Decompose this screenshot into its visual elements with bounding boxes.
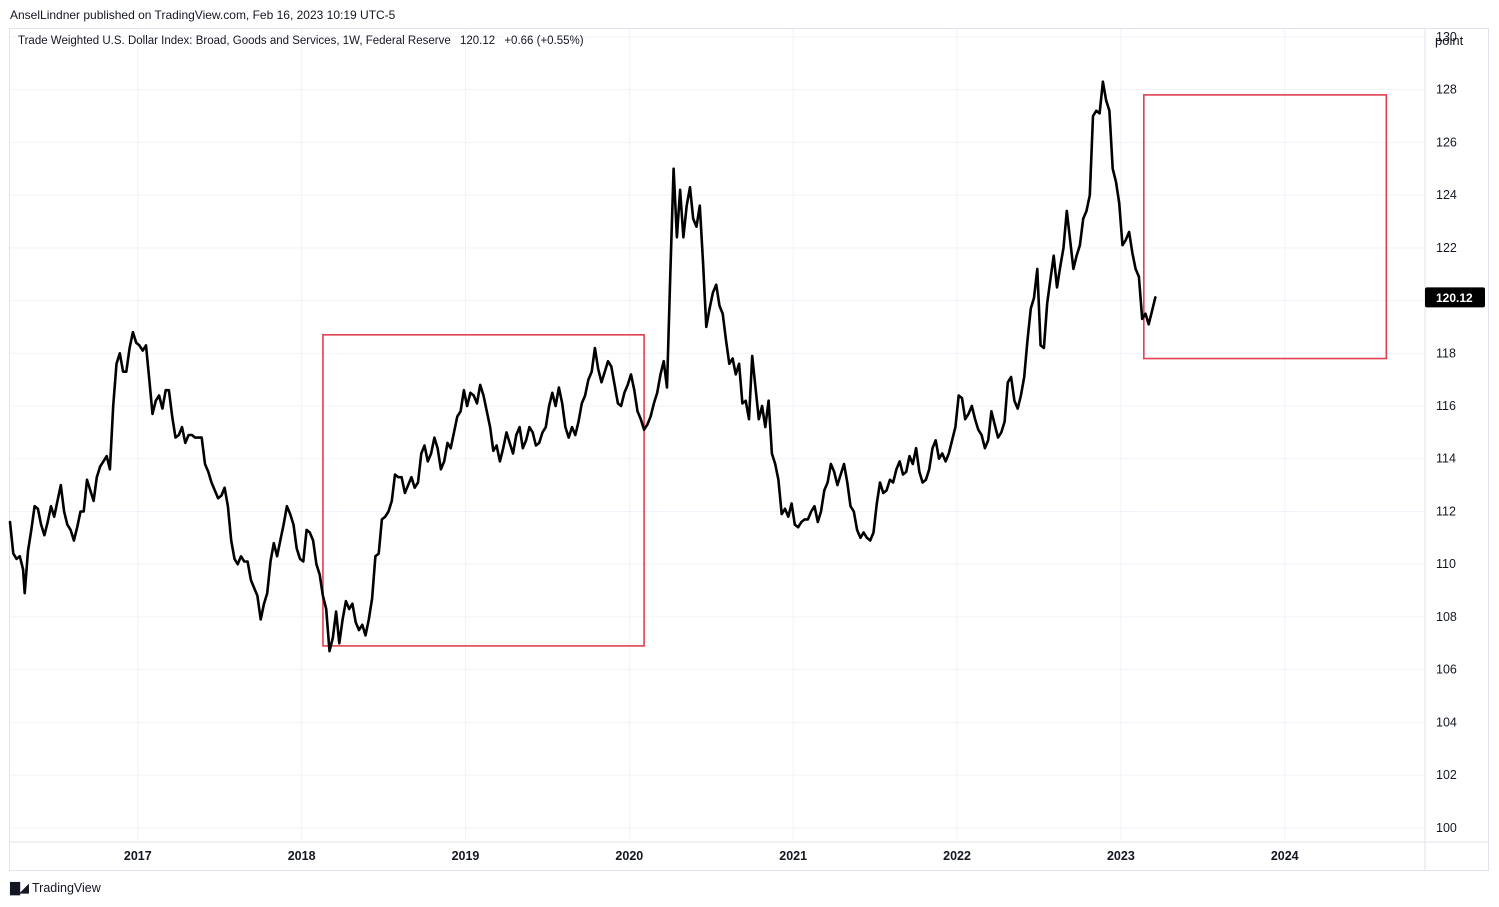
annotation-boxes	[322, 94, 1388, 647]
y-tick-label: 126	[1436, 135, 1457, 149]
x-tick-label: 2023	[1107, 849, 1135, 863]
price-series	[8, 80, 1157, 653]
last-value-text: 120.12	[1436, 291, 1473, 305]
x-tick-label: 2018	[288, 849, 316, 863]
y-tick-label: 100	[1436, 821, 1457, 835]
tradingview-branding[interactable]: ▇◢ TradingView	[10, 880, 101, 896]
legend-change: +0.66 (+0.55%)	[504, 35, 584, 47]
chart-frame	[9, 28, 1489, 871]
x-tick-label: 2022	[943, 849, 971, 863]
y-tick-label: 124	[1436, 188, 1457, 202]
last-value-badge	[1425, 287, 1485, 308]
last-value-badge-group: 120.12	[1425, 287, 1485, 308]
time-axis: 2017 2018 2019 2020 2021 2022 2023 2024	[124, 849, 1299, 863]
y-tick-label: 128	[1436, 83, 1457, 97]
series-line[interactable]	[8, 80, 1157, 653]
y-tick-label: 106	[1436, 663, 1457, 677]
legend-last-value: 120.12	[459, 35, 496, 47]
y-tick-label: 114	[1436, 452, 1456, 466]
price-axis: 1001021041061081101121141161181201221241…	[1436, 30, 1457, 835]
brand-name: TradingView	[32, 881, 101, 895]
y-tick-label: 112	[1436, 504, 1456, 518]
x-tick-label: 2019	[452, 849, 480, 863]
x-tick-label: 2024	[1271, 849, 1299, 863]
legend-title: Trade Weighted U.S. Dollar Index: Broad,…	[18, 35, 451, 47]
annotation-rectangle[interactable]	[322, 334, 645, 647]
grid-lines	[10, 29, 1424, 841]
y-tick-label: 116	[1436, 399, 1456, 413]
y-tick-label: 110	[1436, 557, 1456, 571]
y-tick-label: 102	[1436, 768, 1457, 782]
y-tick-label: 108	[1436, 610, 1457, 624]
y-tick-label: 118	[1436, 346, 1456, 360]
annotation-rectangle[interactable]	[1143, 94, 1388, 360]
price-axis-unit: point	[1435, 33, 1464, 48]
publisher-caption: AnselLindner published on TradingView.co…	[10, 8, 396, 22]
tradingview-logo-icon: ▇◢	[10, 880, 29, 895]
y-tick-label: 130	[1436, 30, 1457, 44]
x-tick-label: 2017	[124, 849, 152, 863]
x-tick-label: 2021	[779, 849, 807, 863]
series-legend: Trade Weighted U.S. Dollar Index: Broad,…	[18, 35, 590, 47]
y-tick-label: 104	[1436, 715, 1457, 729]
x-tick-label: 2020	[615, 849, 643, 863]
y-tick-label: 122	[1436, 241, 1457, 255]
